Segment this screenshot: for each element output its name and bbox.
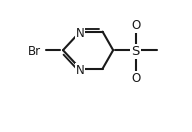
Text: S: S bbox=[131, 45, 140, 58]
Text: O: O bbox=[131, 72, 140, 85]
Text: N: N bbox=[76, 64, 84, 77]
Text: N: N bbox=[76, 27, 84, 40]
Text: Br: Br bbox=[27, 45, 41, 58]
Text: O: O bbox=[131, 19, 140, 32]
